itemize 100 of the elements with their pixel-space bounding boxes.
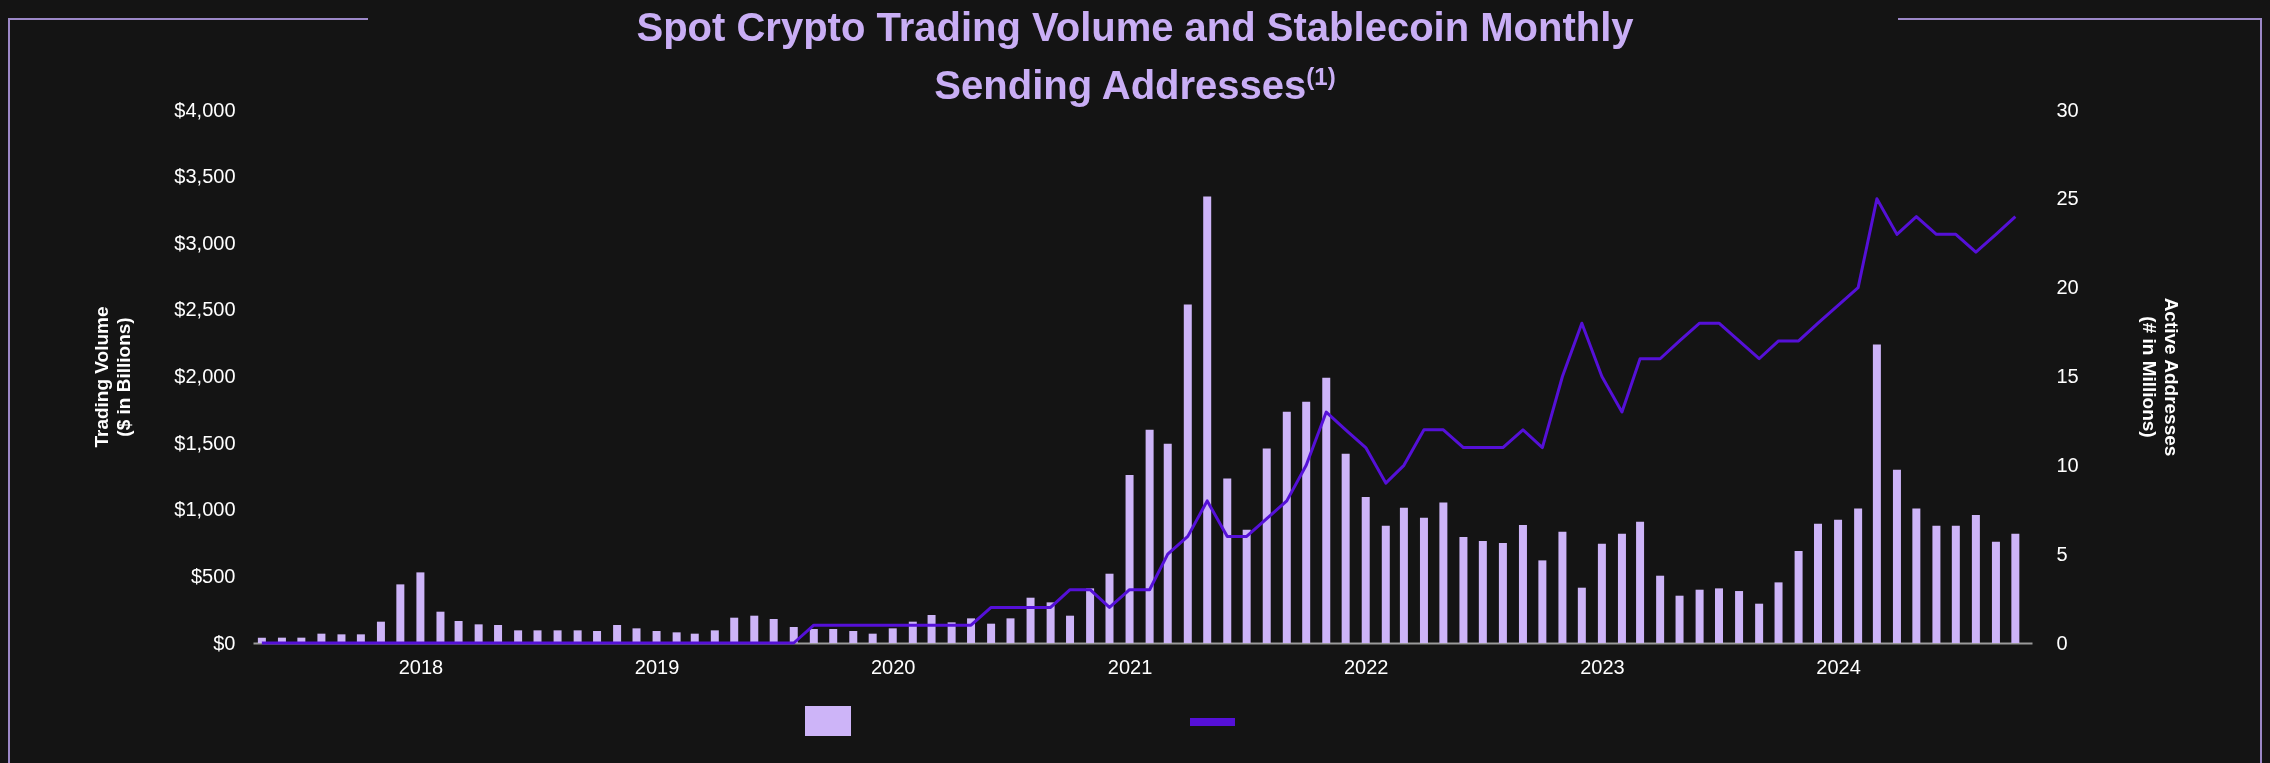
bar: [1322, 377, 1331, 643]
y-tick-label: $500: [191, 564, 236, 587]
y-tick-label: $1,500: [174, 431, 236, 454]
bar: [436, 611, 445, 643]
bar: [1302, 401, 1311, 643]
bar: [868, 633, 877, 643]
x-tick-label: 2023: [1580, 655, 1625, 678]
bar: [1459, 537, 1468, 643]
bar: [1715, 588, 1724, 643]
bar: [1498, 543, 1507, 643]
bar: [1755, 603, 1764, 643]
x-tick-label: 2019: [634, 655, 680, 678]
bar: [1163, 443, 1172, 643]
bar: [1183, 304, 1192, 643]
y-tick-label: $2,000: [174, 365, 236, 387]
y2-axis-title: Active Addresses (# in Millions): [2138, 297, 2182, 457]
bar: [1361, 497, 1370, 643]
bar: [1262, 448, 1271, 643]
bar: [613, 625, 622, 643]
x-tick-label: 2018: [398, 655, 444, 678]
bar: [1735, 591, 1744, 643]
bar: [1046, 602, 1055, 643]
bar: [1086, 588, 1095, 643]
bar: [1419, 517, 1428, 643]
bar: [1282, 411, 1291, 643]
bar: [1125, 475, 1134, 643]
bar: [769, 619, 778, 643]
bar: [1854, 508, 1863, 643]
bar: [1892, 469, 1901, 643]
bar: [672, 632, 681, 643]
bar: [1814, 523, 1823, 643]
bar: [1066, 615, 1075, 643]
y-tick-label: $3,000: [174, 231, 236, 254]
bar: [888, 628, 897, 643]
bar: [1951, 525, 1960, 643]
bar: [1932, 525, 1941, 643]
y-tick-label: $3,500: [174, 165, 236, 188]
bar: [730, 617, 739, 643]
bar: [1971, 515, 1980, 643]
y-tick-label: $4,000: [174, 98, 236, 121]
bar: [396, 584, 405, 643]
bar: [750, 615, 759, 643]
bar: [652, 631, 661, 643]
y-tick-label: $0: [213, 631, 236, 654]
bar: [1538, 560, 1547, 643]
bar: [710, 630, 719, 643]
bar: [514, 630, 523, 643]
bar: [1341, 453, 1350, 643]
bar: [987, 623, 996, 643]
bar: [1774, 582, 1783, 643]
bar: [1577, 587, 1586, 643]
chart-title: Spot Crypto Trading Volume and Stablecoin Monthly Sending Addresses$^{(1)}$: [635, 4, 1635, 110]
bar: [376, 621, 385, 643]
y2-tick-label: 0: [2056, 631, 2068, 654]
bar: [1695, 589, 1704, 643]
y2-tick-label: 20: [2056, 276, 2079, 299]
bar: [1381, 525, 1390, 643]
bar: [1145, 429, 1154, 643]
bar: [533, 630, 542, 643]
bar: [553, 630, 562, 643]
bar: [1794, 551, 1803, 643]
bar: [1478, 541, 1487, 643]
bar: [1834, 519, 1843, 643]
bar: [1617, 533, 1626, 643]
x-tick-label: 2024: [1816, 655, 1861, 678]
bar: [416, 572, 425, 643]
bar: [1872, 344, 1881, 643]
bar: [1223, 478, 1232, 643]
bar: [632, 628, 641, 643]
bar: [1242, 529, 1251, 643]
line-series: [260, 197, 2017, 645]
bar: [593, 631, 602, 643]
x-tick-label: 2020: [870, 655, 916, 678]
x-tick-label: 2022: [1343, 655, 1389, 678]
y2-tick-label: 5: [2056, 542, 2068, 565]
y-tick-label: $2,500: [174, 298, 236, 321]
bar: [1991, 541, 2000, 643]
bar: [1026, 597, 1035, 643]
bar: [454, 621, 463, 643]
bar: [494, 625, 503, 643]
y2-tick-label: 25: [2056, 187, 2079, 210]
x-tick-label: 2021: [1107, 655, 1153, 678]
bar: [573, 630, 582, 643]
bar: [474, 624, 483, 643]
bar: [849, 631, 858, 643]
y2-tick-label: 15: [2056, 365, 2079, 387]
bar: [1203, 196, 1212, 643]
bar: [1006, 618, 1015, 643]
bar: [1558, 531, 1567, 643]
bar: [1656, 575, 1665, 643]
bar: [829, 629, 838, 643]
bar: [1399, 507, 1408, 643]
y-axis-title: Trading Volume ($ in Billions): [91, 306, 135, 448]
y-tick-label: $1,000: [174, 498, 236, 521]
bar: [809, 629, 818, 643]
bar: [1439, 502, 1448, 643]
bar: [1636, 521, 1645, 643]
bar: [2011, 533, 2020, 643]
bar: [1518, 525, 1527, 643]
bar: [1912, 508, 1921, 643]
